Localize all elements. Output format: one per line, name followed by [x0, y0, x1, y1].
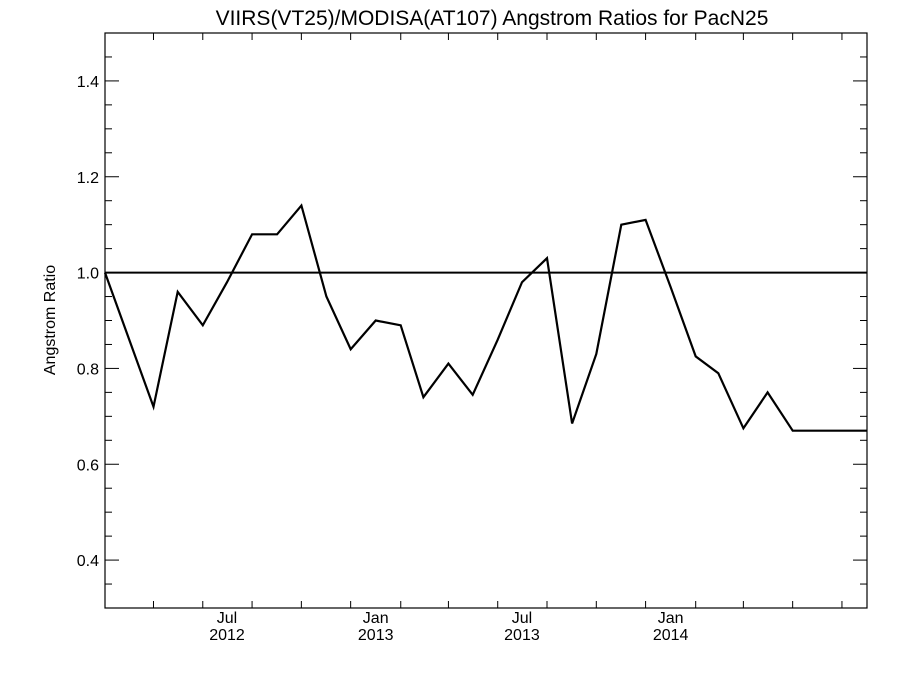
y-axis-tick-labels: 0.4 0.6 0.8 1.0 1.2 1.4: [77, 74, 99, 570]
x-tick-label-month: Jul: [217, 610, 237, 627]
x-axis-ticks: [152, 33, 843, 608]
x-tick-label-year: 2012: [209, 627, 245, 644]
x-tick-label-year: 2013: [358, 627, 394, 644]
x-tick-label-month: Jan: [363, 610, 389, 627]
y-tick-label: 0.4: [77, 553, 99, 570]
plot-frame: [104, 32, 868, 609]
x-tick-label-year: 2013: [504, 627, 540, 644]
x-tick-label-month: Jul: [512, 610, 532, 627]
chart-title: VIIRS(VT25)/MODISA(AT107) Angstrom Ratio…: [216, 7, 769, 30]
x-tick-label-year: 2014: [653, 627, 689, 644]
y-tick-label: 1.2: [77, 170, 99, 187]
y-tick-label: 1.4: [77, 74, 99, 91]
series-line: [103, 203, 867, 432]
y-tick-label: 0.8: [77, 361, 99, 378]
x-tick-label-month: Jan: [658, 610, 684, 627]
y-axis-ticks: [105, 32, 867, 609]
y-axis-label: Angstrom Ratio: [42, 265, 59, 375]
y-tick-label: 0.6: [77, 457, 99, 474]
y-tick-label: 1.0: [77, 266, 99, 283]
